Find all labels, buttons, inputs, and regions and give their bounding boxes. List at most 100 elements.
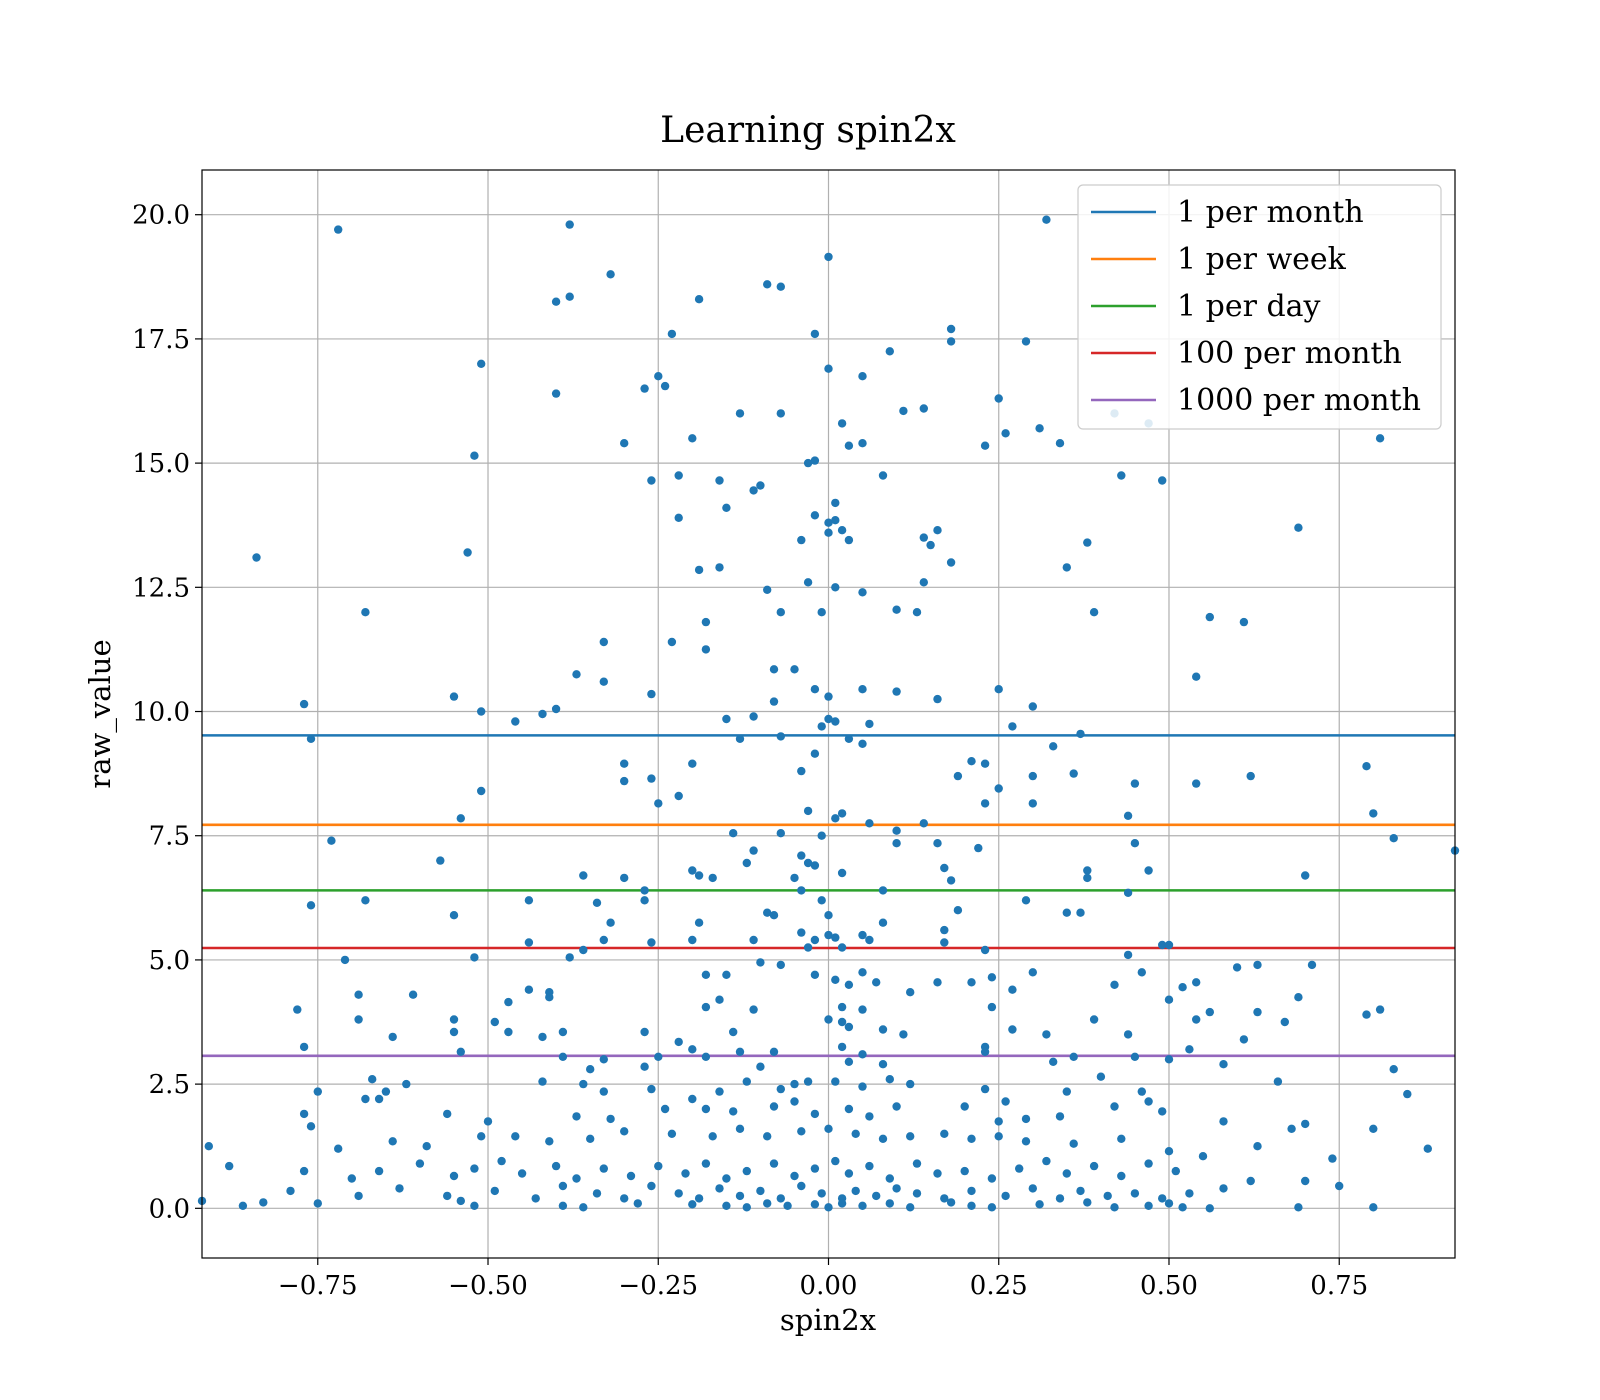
data-point — [299, 1166, 309, 1176]
data-point — [885, 347, 894, 356]
data-point — [906, 1132, 915, 1141]
y-tick-label: 15.0 — [132, 449, 190, 479]
data-point — [831, 717, 840, 726]
data-point — [1232, 963, 1242, 972]
data-point — [667, 637, 677, 647]
data-point — [844, 441, 854, 450]
data-point — [626, 1171, 636, 1181]
data-point — [803, 858, 813, 868]
data-point — [763, 908, 772, 917]
data-point — [953, 771, 963, 781]
data-point — [490, 1186, 499, 1196]
data-point — [1403, 1089, 1412, 1099]
data-point — [892, 687, 901, 696]
legend: 1 per month 1 per week 1 per day 100 per mo… — [1077, 184, 1442, 430]
data-point — [803, 578, 813, 587]
data-point — [674, 791, 683, 801]
data-point — [987, 1203, 997, 1212]
data-point — [1253, 1142, 1262, 1151]
data-point — [899, 1030, 908, 1039]
data-point — [599, 677, 608, 686]
data-point — [1069, 1139, 1078, 1148]
data-point — [1123, 888, 1133, 897]
data-point — [1301, 1176, 1310, 1186]
data-point — [422, 1142, 431, 1151]
data-point — [803, 458, 813, 468]
data-point — [858, 968, 867, 977]
data-point — [640, 384, 649, 393]
data-point — [701, 1104, 711, 1114]
data-point — [586, 1065, 595, 1074]
data-point — [735, 734, 745, 743]
data-point — [756, 1062, 765, 1071]
data-point — [946, 337, 956, 346]
data-point — [994, 1117, 1003, 1126]
data-point — [1375, 1005, 1385, 1014]
data-point — [810, 329, 820, 339]
legend-label: 1 per month — [1177, 195, 1364, 230]
data-point — [1294, 993, 1303, 1002]
data-points — [197, 215, 1460, 1213]
data-point — [1083, 538, 1092, 547]
data-point — [824, 364, 833, 373]
data-point — [790, 1097, 799, 1106]
threshold-lines — [202, 734, 1455, 1058]
data-point — [511, 1132, 520, 1141]
x-tick-label: 0.00 — [800, 1271, 858, 1301]
data-point — [912, 1189, 922, 1198]
data-point — [722, 714, 731, 724]
data-point — [1028, 702, 1038, 711]
data-point — [1062, 1087, 1072, 1096]
data-point — [865, 1112, 874, 1121]
data-point — [1028, 771, 1038, 781]
data-point — [1021, 1137, 1031, 1146]
data-point — [865, 1161, 874, 1171]
data-point — [654, 372, 663, 381]
data-point — [837, 809, 847, 818]
data-point — [688, 1200, 697, 1209]
data-point — [824, 714, 833, 724]
data-point — [1144, 1097, 1153, 1106]
data-point — [1198, 1152, 1208, 1161]
data-point — [483, 1117, 493, 1126]
data-point — [763, 1132, 772, 1141]
data-point — [361, 1094, 370, 1104]
data-point — [524, 985, 534, 994]
data-point — [980, 945, 990, 955]
data-point — [865, 819, 874, 828]
data-point — [1035, 424, 1044, 433]
data-point — [858, 685, 867, 694]
data-point — [1335, 1181, 1344, 1191]
data-point — [1158, 1194, 1167, 1203]
data-point — [769, 911, 779, 920]
data-point — [763, 585, 772, 594]
y-tick-label: 0.0 — [149, 1194, 190, 1224]
data-point — [769, 665, 779, 674]
data-point — [504, 997, 513, 1007]
data-point — [824, 692, 833, 701]
data-point — [701, 617, 711, 627]
data-point — [299, 1109, 309, 1119]
data-point — [940, 863, 949, 873]
data-point — [729, 829, 738, 838]
data-point — [885, 1174, 894, 1183]
data-point — [299, 699, 309, 709]
data-point — [1273, 1077, 1283, 1086]
data-point — [1089, 1015, 1099, 1024]
data-point — [960, 1166, 969, 1176]
data-point — [1001, 429, 1010, 438]
data-point — [1015, 1164, 1024, 1173]
data-point — [225, 1161, 234, 1171]
data-point — [1076, 729, 1085, 739]
data-point — [810, 1200, 820, 1209]
data-point — [654, 799, 663, 808]
data-point — [715, 1087, 724, 1096]
data-point — [946, 876, 956, 885]
data-point — [953, 906, 963, 915]
data-point — [987, 1174, 997, 1183]
data-point — [783, 1201, 792, 1211]
data-point — [1110, 1102, 1119, 1111]
data-point — [742, 1077, 751, 1086]
data-point — [449, 1015, 459, 1024]
data-point — [817, 722, 826, 731]
